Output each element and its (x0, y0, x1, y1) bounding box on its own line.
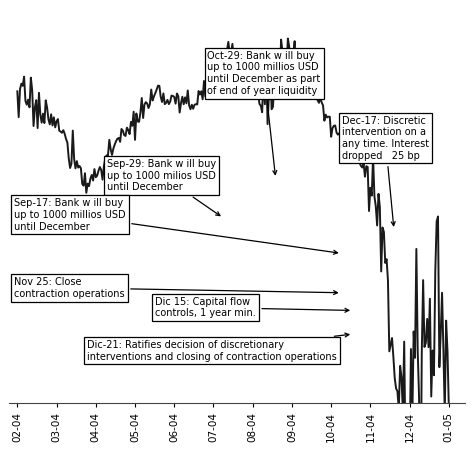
Text: Dic-21: Ratifies decision of discretionary
interventions and closing of contract: Dic-21: Ratifies decision of discretiona… (87, 333, 349, 362)
Text: Oct-29: Bank w ill buy
up to 1000 millios USD
until December as part
of end of y: Oct-29: Bank w ill buy up to 1000 millio… (208, 51, 321, 174)
Text: Nov 25: Close
contraction operations: Nov 25: Close contraction operations (14, 277, 337, 299)
Text: Sep-29: Bank w ill buy
up to 1000 milios USD
until December: Sep-29: Bank w ill buy up to 1000 milios… (107, 159, 220, 216)
Text: Dic 15: Capital flow
controls, 1 year min.: Dic 15: Capital flow controls, 1 year mi… (155, 297, 349, 318)
Text: Dec-17: Discretic
intervention on a
any time. Interest
dropped   25 bp: Dec-17: Discretic intervention on a any … (342, 116, 429, 226)
Text: Sep-17: Bank w ill buy
up to 1000 millios USD
until December: Sep-17: Bank w ill buy up to 1000 millio… (14, 198, 337, 254)
